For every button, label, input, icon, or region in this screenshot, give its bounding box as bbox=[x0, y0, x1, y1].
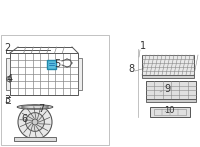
Text: 8: 8 bbox=[128, 64, 134, 74]
Bar bbox=[6, 58, 10, 90]
Bar bbox=[47, 60, 56, 69]
Circle shape bbox=[6, 76, 12, 81]
Text: 4: 4 bbox=[7, 74, 13, 84]
Bar bbox=[14, 137, 56, 141]
Text: 6: 6 bbox=[21, 114, 27, 124]
Text: 2: 2 bbox=[4, 43, 10, 53]
Bar bbox=[1, 35, 109, 145]
Text: 10: 10 bbox=[164, 106, 174, 115]
Bar bbox=[142, 75, 194, 78]
Bar bbox=[78, 58, 82, 90]
Text: 7: 7 bbox=[38, 104, 44, 114]
Bar bbox=[154, 109, 186, 115]
Bar bbox=[146, 81, 196, 99]
Circle shape bbox=[26, 113, 44, 131]
Ellipse shape bbox=[17, 105, 53, 109]
Circle shape bbox=[18, 105, 52, 139]
Text: 5: 5 bbox=[54, 59, 60, 69]
Bar bbox=[150, 107, 190, 117]
Text: 9: 9 bbox=[164, 84, 170, 94]
Bar bbox=[10, 53, 78, 95]
Text: 1: 1 bbox=[140, 41, 146, 51]
Bar bbox=[146, 99, 196, 102]
Circle shape bbox=[32, 119, 38, 125]
Bar bbox=[142, 55, 194, 75]
Text: 3: 3 bbox=[4, 95, 10, 105]
